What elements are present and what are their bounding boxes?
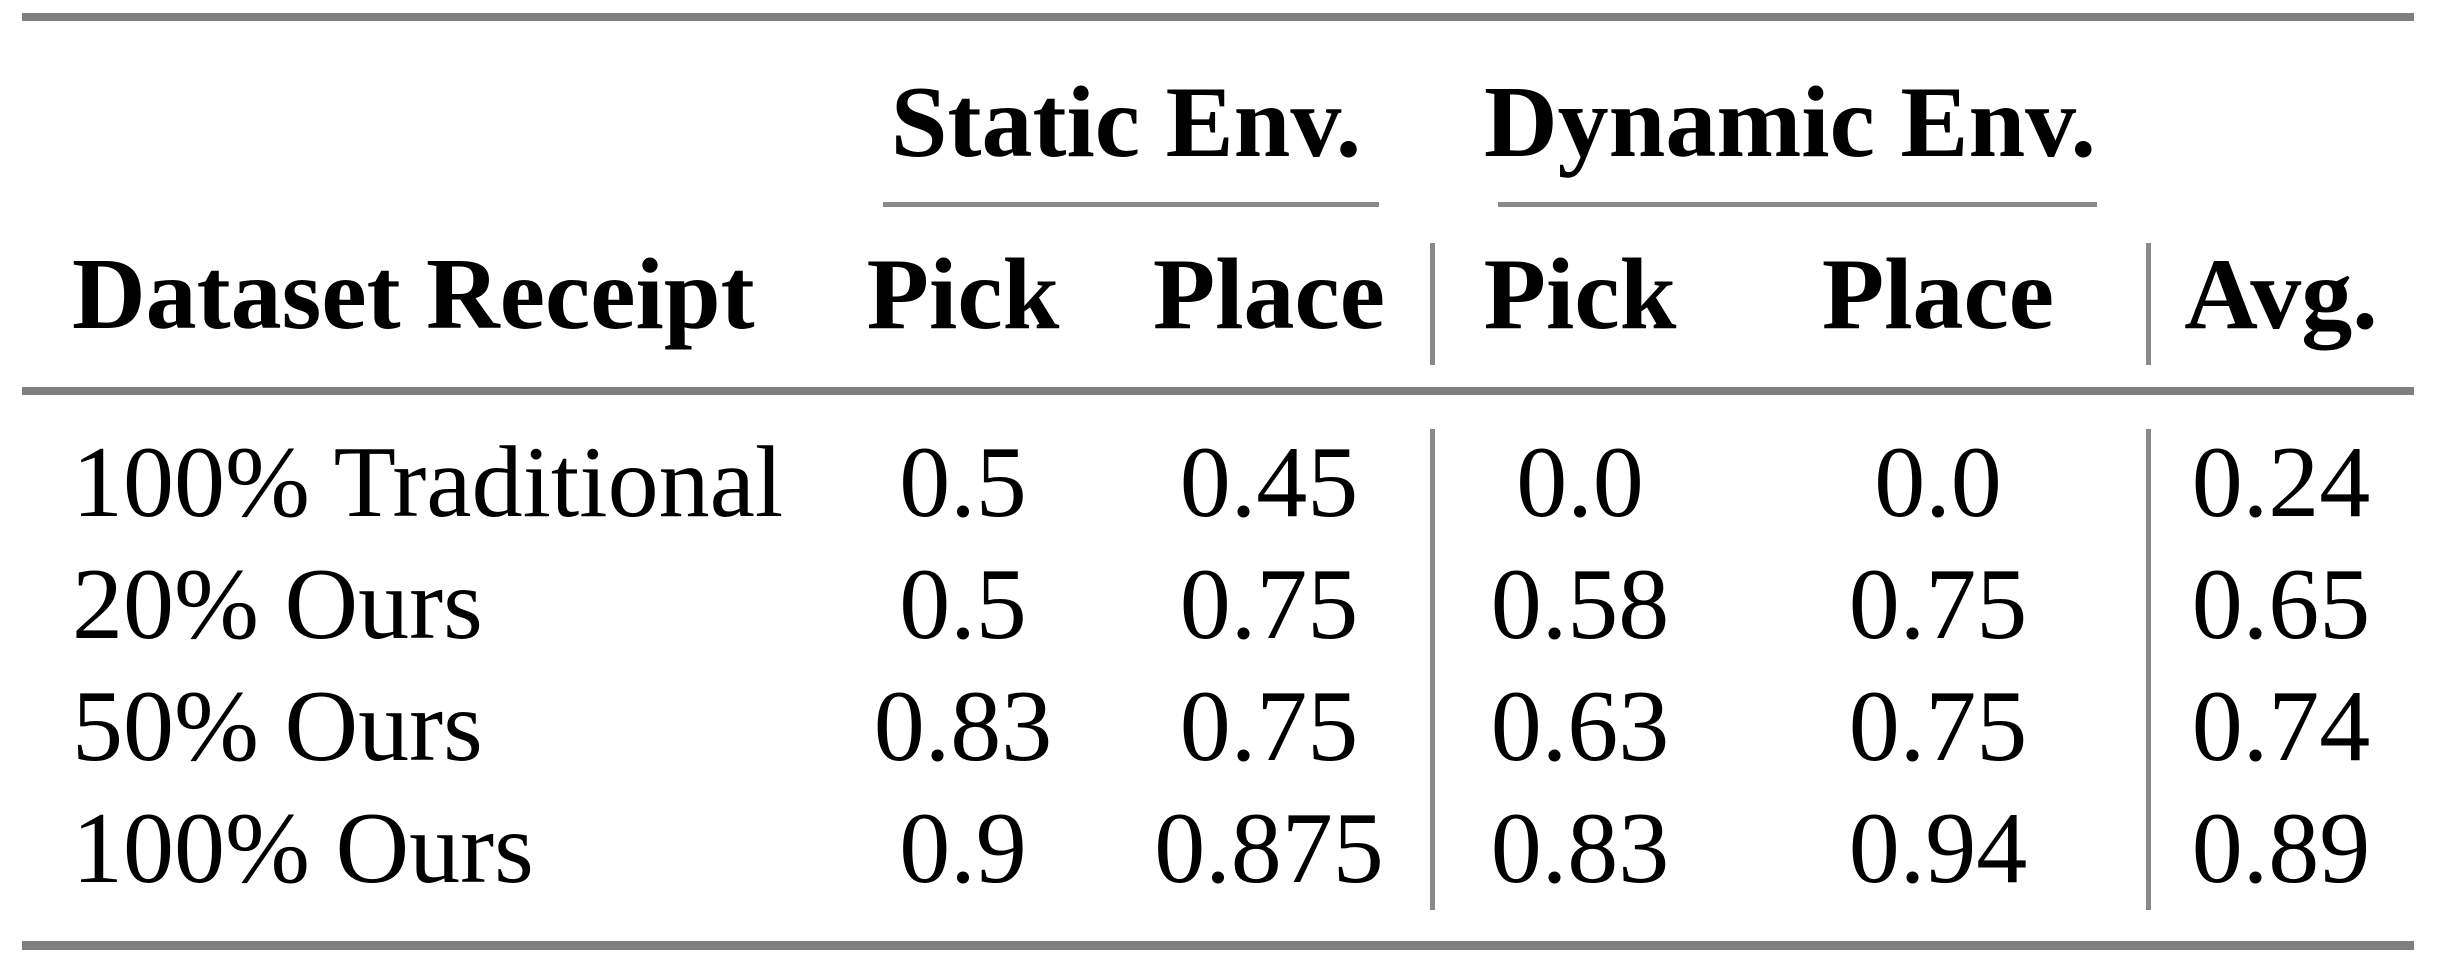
column-header-dynamic-pick: Pick bbox=[1483, 238, 1677, 351]
value-cell: 0.65 bbox=[2191, 548, 2371, 661]
value-cell: 0.9 bbox=[899, 792, 1027, 905]
column-group-static-env: Static Env. bbox=[890, 66, 1362, 179]
value-cell: 0.45 bbox=[1179, 426, 1359, 539]
value-cell: 0.5 bbox=[899, 426, 1027, 539]
value-cell: 0.75 bbox=[1848, 548, 2028, 661]
vrule-static-dynamic-body bbox=[1430, 429, 1435, 910]
column-header-dataset-receipt: Dataset Receipt bbox=[72, 238, 755, 351]
row-label: 20% Ours bbox=[72, 548, 483, 661]
value-cell: 0.0 bbox=[1516, 426, 1644, 539]
value-cell: 0.75 bbox=[1179, 548, 1359, 661]
value-cell: 0.94 bbox=[1848, 792, 2028, 905]
group-header-empty bbox=[22, 21, 820, 203]
value-cell: 0.89 bbox=[2191, 792, 2371, 905]
table-grid: Static Env. Dynamic Env. Dataset Receipt… bbox=[22, 21, 2414, 910]
row-label: 100% Traditional bbox=[72, 426, 784, 539]
value-cell: 0.24 bbox=[2191, 426, 2371, 539]
column-group-dynamic-env: Dynamic Env. bbox=[1483, 66, 2097, 179]
value-cell: 0.83 bbox=[873, 670, 1053, 783]
value-cell: 0.75 bbox=[1179, 670, 1359, 783]
vrule-static-dynamic-header bbox=[1430, 243, 1435, 365]
value-cell: 0.75 bbox=[1848, 670, 2028, 783]
row-label: 50% Ours bbox=[72, 670, 483, 783]
value-cell: 0.0 bbox=[1874, 426, 2002, 539]
vrule-dynamic-avg-body bbox=[2146, 429, 2151, 910]
cmidrule-static-env bbox=[883, 202, 1379, 207]
vrule-dynamic-avg-header bbox=[2146, 243, 2151, 365]
table-bottom-rule bbox=[22, 941, 2414, 950]
row-label: 100% Ours bbox=[72, 792, 534, 905]
column-header-static-pick: Pick bbox=[866, 238, 1060, 351]
column-header-avg: Avg. bbox=[2184, 238, 2378, 351]
column-header-dynamic-place: Place bbox=[1821, 238, 2055, 351]
value-cell: 0.83 bbox=[1490, 792, 1670, 905]
table-header-midrule bbox=[22, 387, 2414, 395]
table-top-rule bbox=[22, 13, 2414, 21]
value-cell: 0.74 bbox=[2191, 670, 2371, 783]
column-header-static-place: Place bbox=[1152, 238, 1386, 351]
value-cell: 0.875 bbox=[1154, 792, 1384, 905]
value-cell: 0.5 bbox=[899, 548, 1027, 661]
spacer bbox=[22, 387, 2414, 422]
value-cell: 0.58 bbox=[1490, 548, 1670, 661]
value-cell: 0.63 bbox=[1490, 670, 1670, 783]
cmidrule-dynamic-env bbox=[1498, 202, 2097, 207]
group-header-empty bbox=[2148, 21, 2414, 203]
